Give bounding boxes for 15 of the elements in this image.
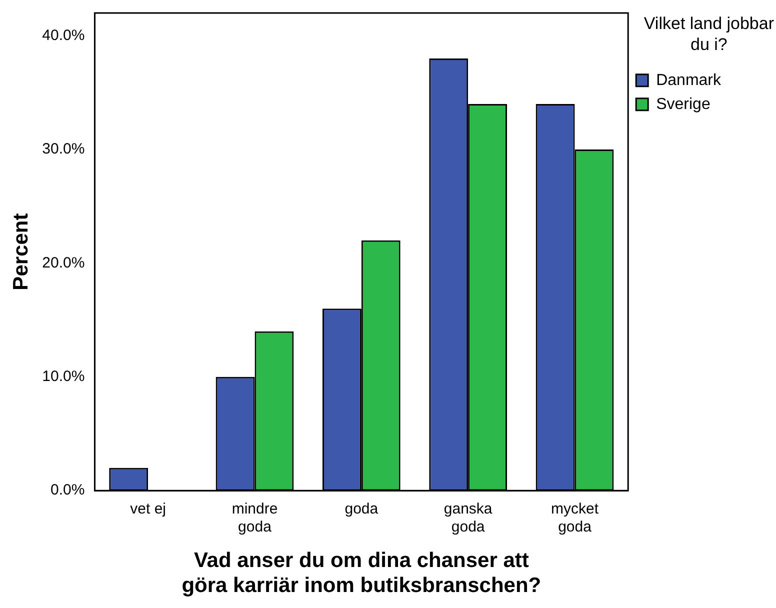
y-tick-label: 20.0% bbox=[42, 254, 85, 272]
legend-label: Danmark bbox=[656, 72, 722, 89]
y-tick-label: 40.0% bbox=[42, 26, 85, 44]
y-axis-title: Percent bbox=[9, 213, 32, 290]
y-tick-label: 30.0% bbox=[42, 140, 85, 158]
x-tick-label: ganska goda bbox=[444, 500, 493, 536]
legend-label: Sverige bbox=[656, 96, 710, 113]
y-tick-label: 10.0% bbox=[42, 368, 85, 386]
y-tick-label: 0.0% bbox=[50, 482, 85, 499]
x-tick-label: mycket goda bbox=[551, 500, 600, 536]
x-tick-label: mindre goda bbox=[232, 500, 278, 536]
x-tick-label: goda bbox=[344, 500, 379, 518]
x-tick-label: vet ej bbox=[130, 500, 166, 518]
legend-title: Vilket land jobbar du i? bbox=[644, 14, 774, 54]
x-axis-title: Vad anser du om dina chanser att göra karriär inom butiksbranschen? bbox=[182, 548, 542, 598]
